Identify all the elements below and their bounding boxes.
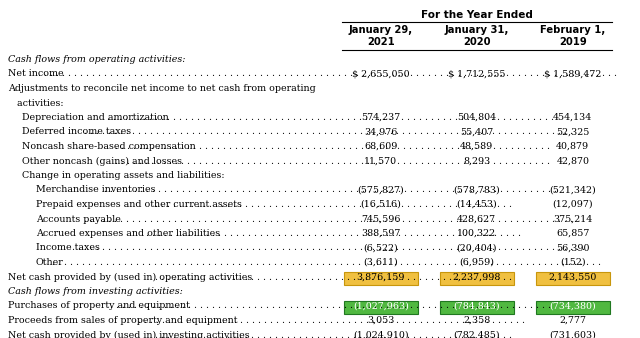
Text: 3,876,159: 3,876,159 (356, 272, 405, 282)
Text: Income taxes: Income taxes (36, 243, 100, 252)
Bar (344, 271, 417, 285)
Text: 428,627: 428,627 (457, 215, 497, 223)
Text: $ 1,712,555: $ 1,712,555 (448, 70, 506, 78)
Text: . . . . . . . . . . . . . . . . . . . . . . . . . . . . . . . . . . . . . . . . : . . . . . . . . . . . . . . . . . . . . … (84, 127, 576, 137)
Text: (20,404): (20,404) (456, 243, 497, 252)
Text: . . . . . . . . . . . . . . . . . . . . . . . . . . . . . . . . . . . . . . . . : . . . . . . . . . . . . . . . . . . . . … (115, 142, 553, 151)
Text: . . . . . . . . . . . . . . . . . . . . . . . . . . . . . . . . . . . . . . . . : . . . . . . . . . . . . . . . . . . . . … (115, 156, 553, 166)
Text: 3,053: 3,053 (367, 316, 394, 325)
Text: Merchandise inventories: Merchandise inventories (36, 186, 156, 194)
Text: 55,407: 55,407 (460, 127, 493, 137)
Text: . . . . . . . . . . . . . . . . . . . . . . . . . . . . . . . . . . . . . . . . : . . . . . . . . . . . . . . . . . . . . … (107, 113, 557, 122)
Text: 34,976: 34,976 (364, 127, 397, 137)
Text: (14,453): (14,453) (456, 200, 497, 209)
Text: . . . . . . . . . . . . . . . . . . . . . . . . . . . . . . . . . . . . . . . . : . . . . . . . . . . . . . . . . . . . . … (109, 301, 554, 311)
Text: 52,325: 52,325 (556, 127, 589, 137)
Text: Noncash share-based compensation: Noncash share-based compensation (22, 142, 195, 151)
Text: $ 1,589,472: $ 1,589,472 (544, 70, 602, 78)
Text: Net cash provided by (used in) investing activities: Net cash provided by (used in) investing… (8, 331, 250, 338)
Text: $ 2,655,050: $ 2,655,050 (352, 70, 410, 78)
Text: 100,322: 100,322 (457, 229, 497, 238)
Text: Adjustments to reconcile net income to net cash from operating: Adjustments to reconcile net income to n… (8, 84, 316, 93)
Text: January 31,
2020: January 31, 2020 (445, 25, 509, 47)
Text: (1,024,910): (1,024,910) (353, 331, 408, 338)
Text: February 1,
2019: February 1, 2019 (540, 25, 605, 47)
Text: 2,777: 2,777 (559, 316, 586, 325)
Text: (782,485): (782,485) (454, 331, 500, 338)
Text: 2,143,550: 2,143,550 (548, 272, 597, 282)
Text: Cash flows from operating activities:: Cash flows from operating activities: (8, 55, 185, 64)
Text: Purchases of property and equipment: Purchases of property and equipment (8, 301, 189, 311)
Text: (152): (152) (560, 258, 586, 267)
Text: (3,611): (3,611) (364, 258, 398, 267)
Text: 68,609: 68,609 (364, 142, 397, 151)
Text: (784,843): (784,843) (454, 301, 500, 311)
Text: (6,522): (6,522) (364, 243, 398, 252)
Text: (1,027,963): (1,027,963) (353, 301, 409, 311)
Text: 56,390: 56,390 (556, 243, 589, 252)
Text: . . . . . . . . . . . . . . . . . . . . . . . . . . . . . . . . . . . . . . . . : . . . . . . . . . . . . . . . . . . . . … (155, 200, 515, 209)
Text: (734,380): (734,380) (549, 301, 596, 311)
Text: 8,293: 8,293 (463, 156, 490, 166)
Text: . . . . . . . . . . . . . . . . . . . . . . . . . . . . . . . . . . . . . . . . : . . . . . . . . . . . . . . . . . . . . … (156, 331, 515, 338)
Text: 375,214: 375,214 (553, 215, 593, 223)
Text: 504,804: 504,804 (457, 113, 497, 122)
Text: (521,342): (521,342) (549, 186, 596, 194)
Text: 40,879: 40,879 (556, 142, 589, 151)
Text: Accounts payable: Accounts payable (36, 215, 121, 223)
Text: For the Year Ended: For the Year Ended (421, 10, 532, 20)
Text: . . . . . . . . . . . . . . . . . . . . . . . . . . . . . . . . . . . . . . . . : . . . . . . . . . . . . . . . . . . . . … (147, 229, 524, 238)
Bar (344, 300, 417, 314)
Text: January 29,
2021: January 29, 2021 (349, 25, 413, 47)
Text: . . . . . . . . . . . . . . . . . . . . . . . . . . . . . . . . . . . . . . . . : . . . . . . . . . . . . . . . . . . . . … (72, 243, 588, 252)
Text: Net income: Net income (8, 70, 63, 78)
Text: Deferred income taxes: Deferred income taxes (22, 127, 131, 137)
Text: Depreciation and amortization: Depreciation and amortization (22, 113, 168, 122)
Text: Cash flows from investing activities:: Cash flows from investing activities: (8, 287, 182, 296)
Text: . . . . . . . . . . . . . . . . . . . . . . . . . . . . . . . . . . . . . . . . : . . . . . . . . . . . . . . . . . . . . … (156, 272, 515, 282)
Text: 454,134: 454,134 (553, 113, 593, 122)
Text: . . . . . . . . . . . . . . . . . . . . . . . . . . . . . . . . . . . . . . . . : . . . . . . . . . . . . . . . . . . . . … (52, 258, 604, 267)
Text: 65,857: 65,857 (556, 229, 589, 238)
Text: (578,783): (578,783) (453, 186, 500, 194)
Text: Accrued expenses and other liabilities: Accrued expenses and other liabilities (36, 229, 220, 238)
Text: 745,596: 745,596 (361, 215, 401, 223)
Text: (12,097): (12,097) (552, 200, 593, 209)
Bar (440, 271, 514, 285)
Text: 11,570: 11,570 (364, 156, 397, 166)
Text: Other: Other (36, 258, 63, 267)
Text: Proceeds from sales of property and equipment: Proceeds from sales of property and equi… (8, 316, 237, 325)
Text: . . . . . . . . . . . . . . . . . . . . . . . . . . . . . . . . . . . . . . . . : . . . . . . . . . . . . . . . . . . . . … (84, 215, 575, 223)
Text: (575,827): (575,827) (357, 186, 404, 194)
Bar (536, 271, 610, 285)
Bar (440, 300, 514, 314)
Text: 42,870: 42,870 (556, 156, 589, 166)
Text: 574,237: 574,237 (361, 113, 401, 122)
Text: 2,358: 2,358 (463, 316, 490, 325)
Text: (16,516): (16,516) (360, 200, 401, 209)
Text: 2,237,998: 2,237,998 (452, 272, 501, 282)
Text: 388,597: 388,597 (361, 229, 401, 238)
Bar (536, 300, 610, 314)
Text: . . . . . . . . . . . . . . . . . . . . . . . . . . . . . . . . . . . . . . . . : . . . . . . . . . . . . . . . . . . . . … (138, 316, 528, 325)
Text: (6,959): (6,959) (460, 258, 494, 267)
Text: Other noncash (gains) and losses: Other noncash (gains) and losses (22, 156, 182, 166)
Text: (731,603): (731,603) (549, 331, 596, 338)
Text: . . . . . . . . . . . . . . . . . . . . . . . . . . . . . . . . . . . . . . . . : . . . . . . . . . . . . . . . . . . . . … (104, 186, 559, 194)
Text: . . . . . . . . . . . . . . . . . . . . . . . . . . . . . . . . . . . . . . . . : . . . . . . . . . . . . . . . . . . . . … (38, 70, 620, 78)
Text: 48,589: 48,589 (460, 142, 493, 151)
Text: Net cash provided by (used in) operating activities: Net cash provided by (used in) operating… (8, 272, 252, 282)
Text: Prepaid expenses and other current assets: Prepaid expenses and other current asset… (36, 200, 242, 209)
Text: Change in operating assets and liabilities:: Change in operating assets and liabiliti… (22, 171, 225, 180)
Text: activities:: activities: (8, 98, 63, 107)
